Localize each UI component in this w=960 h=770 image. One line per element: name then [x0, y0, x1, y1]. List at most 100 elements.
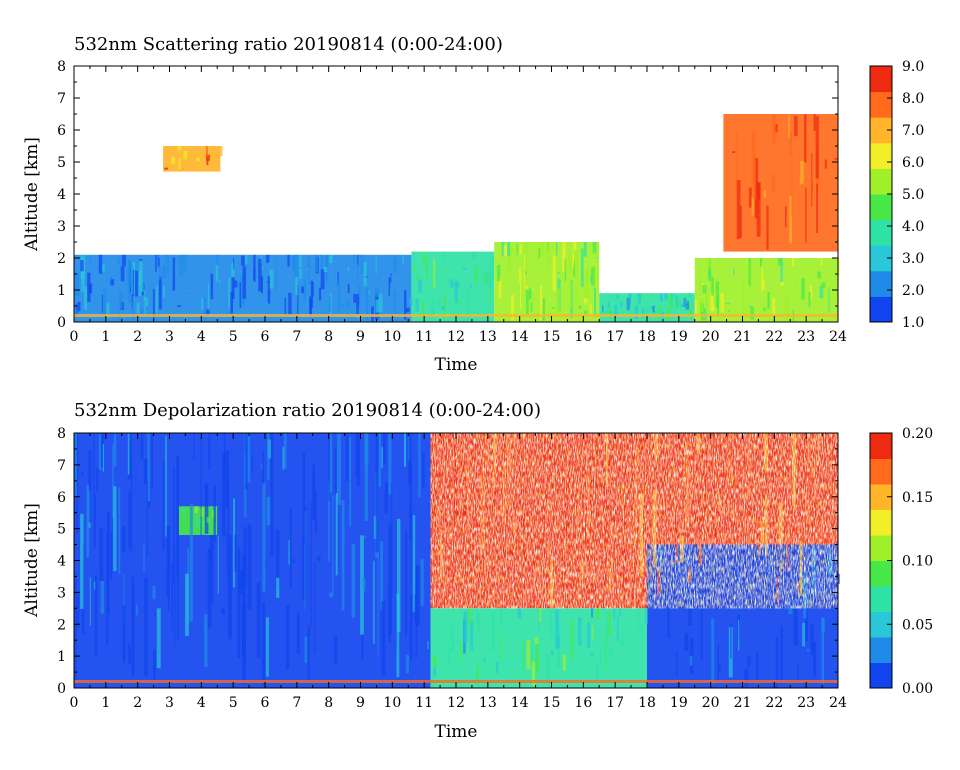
data-cell [207, 548, 212, 629]
data-cell [699, 264, 701, 292]
x-tick-label: 16 [574, 695, 592, 711]
data-cell [353, 254, 356, 263]
data-cell [275, 257, 277, 291]
colorbar-swatch [870, 662, 892, 689]
x-tick-label: 1 [101, 329, 110, 345]
data-cell [122, 526, 126, 553]
data-cell [573, 261, 575, 277]
data-cell [474, 265, 478, 283]
data-cell [422, 452, 425, 488]
data-cell [144, 577, 148, 677]
data-cell [185, 573, 189, 636]
data-cell [711, 306, 715, 311]
x-tick-label: 24 [829, 695, 847, 711]
data-cell [131, 576, 134, 676]
data-cell [626, 297, 631, 311]
data-cell [614, 305, 618, 318]
data-cell [489, 280, 492, 289]
data-cell [329, 592, 333, 598]
x-tick-label: 5 [229, 329, 238, 345]
data-cell [837, 573, 840, 584]
data-cell [258, 258, 262, 292]
data-cell [391, 482, 393, 598]
data-cell [785, 206, 787, 228]
data-cell [158, 276, 162, 310]
data-cell [674, 305, 676, 309]
plot-area [73, 65, 840, 323]
data-cell [640, 625, 643, 636]
data-cell [111, 276, 113, 278]
data-cell [445, 267, 447, 276]
data-cell [219, 146, 223, 157]
data-cell [808, 291, 811, 308]
data-cell [750, 306, 755, 320]
data-cell [595, 608, 600, 620]
data-cell [780, 625, 783, 684]
chart-title: 532nm Depolarization ratio 20190814 (0:0… [74, 400, 541, 421]
data-cell [602, 305, 604, 313]
data-cell [118, 487, 121, 574]
data-cell [402, 254, 404, 266]
data-cell [443, 293, 446, 319]
data-cell [198, 519, 202, 527]
data-cell [608, 308, 612, 319]
data-cell [98, 433, 102, 471]
data-cell [81, 258, 85, 292]
data-cell [788, 606, 793, 614]
data-cell [88, 283, 93, 294]
data-cell [101, 294, 103, 313]
data-cell [718, 258, 721, 268]
data-cell [585, 268, 589, 285]
data-cell [763, 307, 766, 312]
data-cell [564, 259, 567, 282]
data-cell [366, 288, 369, 320]
data-cell [388, 585, 391, 643]
data-cell [760, 258, 763, 267]
data-cell [107, 511, 110, 614]
data-cell [246, 433, 251, 483]
data-cell [158, 257, 160, 267]
data-cell [668, 297, 672, 302]
data-cell [592, 242, 597, 254]
data-cell [676, 651, 678, 677]
data-cell [357, 260, 359, 288]
data-cell [806, 649, 810, 652]
data-cell [132, 269, 135, 296]
data-cell [711, 619, 715, 685]
data-cell [591, 653, 594, 656]
colorbar-swatch [870, 168, 892, 195]
data-cell [245, 254, 248, 264]
data-cell [87, 272, 91, 302]
data-cell [415, 298, 420, 312]
data-cell [562, 242, 566, 272]
data-cell [805, 594, 808, 642]
data-cell [717, 663, 721, 673]
data-cell [572, 253, 574, 268]
noise-texture [430, 433, 838, 609]
colorbar-swatch [870, 560, 892, 587]
data-cell [650, 307, 653, 309]
data-cell [507, 247, 512, 274]
data-cell [541, 315, 544, 321]
colorbar-swatch [870, 66, 892, 93]
data-cell [296, 612, 300, 654]
data-cell [477, 613, 481, 632]
data-cell [815, 116, 819, 179]
data-cell [152, 289, 155, 320]
data-cell [710, 293, 714, 312]
data-cell [804, 114, 807, 163]
colorbar-swatch [870, 535, 892, 561]
data-cell [659, 293, 663, 301]
data-cell [800, 161, 804, 184]
data-cell [364, 433, 368, 522]
data-cell [519, 267, 522, 283]
y-tick-label: 2 [57, 251, 66, 267]
data-cell [613, 608, 616, 620]
data-cell [136, 302, 140, 314]
data-cell [135, 270, 139, 297]
data-cell [307, 625, 310, 679]
data-cell [112, 444, 114, 519]
data-cell [234, 534, 237, 572]
data-cell [93, 493, 96, 548]
